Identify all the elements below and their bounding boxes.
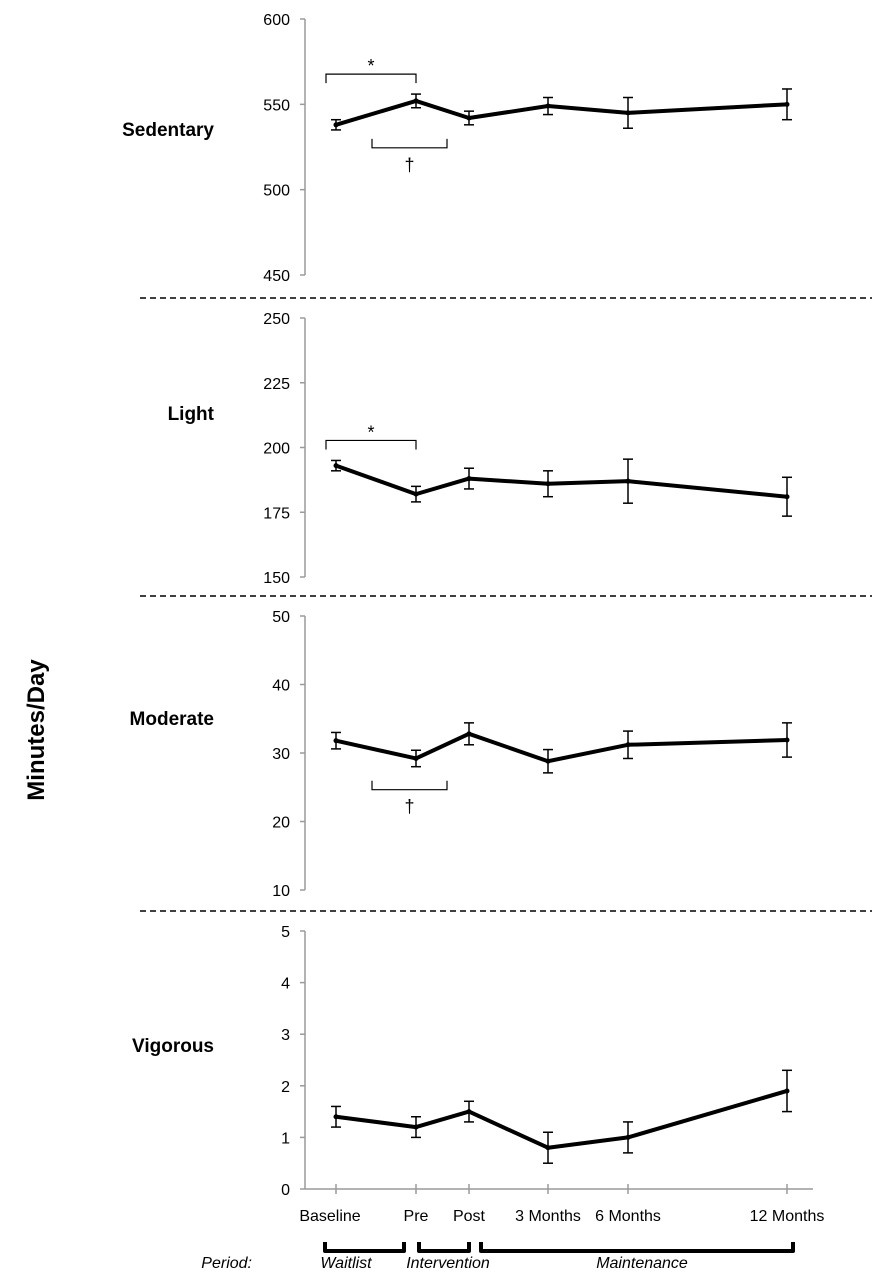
x-tick-label: 12 Months bbox=[750, 1208, 825, 1225]
period-name: Maintenance bbox=[596, 1255, 688, 1272]
data-point bbox=[466, 731, 472, 737]
y-axis-label: Minutes/Day bbox=[23, 659, 50, 801]
y-tick-label: 225 bbox=[263, 376, 290, 393]
data-point bbox=[625, 742, 631, 748]
data-point bbox=[784, 1088, 790, 1094]
panel-label: Moderate bbox=[130, 709, 214, 730]
data-point bbox=[333, 122, 339, 128]
y-tick-label: 150 bbox=[263, 570, 290, 587]
data-point bbox=[333, 1114, 339, 1120]
series-line-sedentary bbox=[335, 98, 788, 127]
significance-marker: * bbox=[367, 56, 374, 76]
y-tick-label: 3 bbox=[281, 1027, 290, 1044]
data-point bbox=[625, 110, 631, 116]
x-tick-label: Post bbox=[453, 1208, 486, 1225]
data-point bbox=[466, 1109, 472, 1115]
data-point bbox=[333, 738, 339, 744]
x-tick-label: Pre bbox=[404, 1208, 429, 1225]
y-tick-label: 10 bbox=[272, 883, 290, 900]
data-point bbox=[784, 494, 790, 500]
data-point bbox=[545, 481, 551, 487]
data-point bbox=[545, 1145, 551, 1151]
significance-marker: * bbox=[367, 422, 374, 442]
y-tick-label: 250 bbox=[263, 311, 290, 328]
x-tick-label: 6 Months bbox=[595, 1208, 661, 1225]
y-tick-label: 175 bbox=[263, 505, 290, 522]
data-point bbox=[784, 737, 790, 743]
data-point bbox=[466, 476, 472, 482]
y-tick-label: 40 bbox=[272, 678, 290, 695]
period-bracket bbox=[323, 1242, 406, 1253]
period-bracket bbox=[479, 1242, 795, 1253]
data-point bbox=[413, 491, 419, 497]
y-tick-label: 0 bbox=[281, 1182, 290, 1199]
period-label: Period: bbox=[201, 1255, 252, 1272]
y-tick-label: 1 bbox=[281, 1130, 290, 1147]
y-tick-label: 2 bbox=[281, 1079, 290, 1096]
series-line-light bbox=[335, 463, 788, 499]
significance-bracket bbox=[325, 439, 417, 450]
y-tick-label: 450 bbox=[263, 268, 290, 285]
data-point bbox=[466, 115, 472, 121]
y-tick-label: 500 bbox=[263, 183, 290, 200]
y-tick-label: 4 bbox=[281, 976, 290, 993]
x-tick-label: 3 Months bbox=[515, 1208, 581, 1225]
data-point bbox=[545, 103, 551, 109]
panel-label: Vigorous bbox=[132, 1036, 214, 1057]
data-point bbox=[784, 101, 790, 107]
panel-label: Sedentary bbox=[122, 120, 214, 141]
period-name: Waitlist bbox=[320, 1255, 372, 1272]
x-tick-label: Baseline bbox=[299, 1208, 360, 1225]
data-point bbox=[625, 478, 631, 484]
data-point bbox=[413, 98, 419, 104]
y-tick-label: 5 bbox=[281, 924, 290, 941]
y-tick-label: 550 bbox=[263, 97, 290, 114]
data-point bbox=[625, 1134, 631, 1140]
y-tick-label: 600 bbox=[263, 12, 290, 29]
period-bracket bbox=[417, 1242, 471, 1253]
data-point bbox=[333, 463, 339, 469]
significance-bracket bbox=[371, 138, 448, 149]
panel-label: Light bbox=[168, 404, 215, 425]
data-point bbox=[413, 1124, 419, 1130]
significance-marker: † bbox=[404, 797, 414, 817]
significance-bracket bbox=[371, 780, 448, 791]
y-tick-label: 200 bbox=[263, 441, 290, 458]
significance-bracket bbox=[325, 73, 417, 84]
y-tick-label: 20 bbox=[272, 815, 290, 832]
y-tick-label: 30 bbox=[272, 746, 290, 763]
series-line-moderate bbox=[335, 731, 788, 764]
series-line-vigorous bbox=[335, 1089, 788, 1150]
y-tick-label: 50 bbox=[272, 609, 290, 626]
significance-marker: † bbox=[404, 155, 414, 175]
period-name: Intervention bbox=[406, 1255, 490, 1272]
data-point bbox=[545, 758, 551, 764]
data-point bbox=[413, 755, 419, 761]
